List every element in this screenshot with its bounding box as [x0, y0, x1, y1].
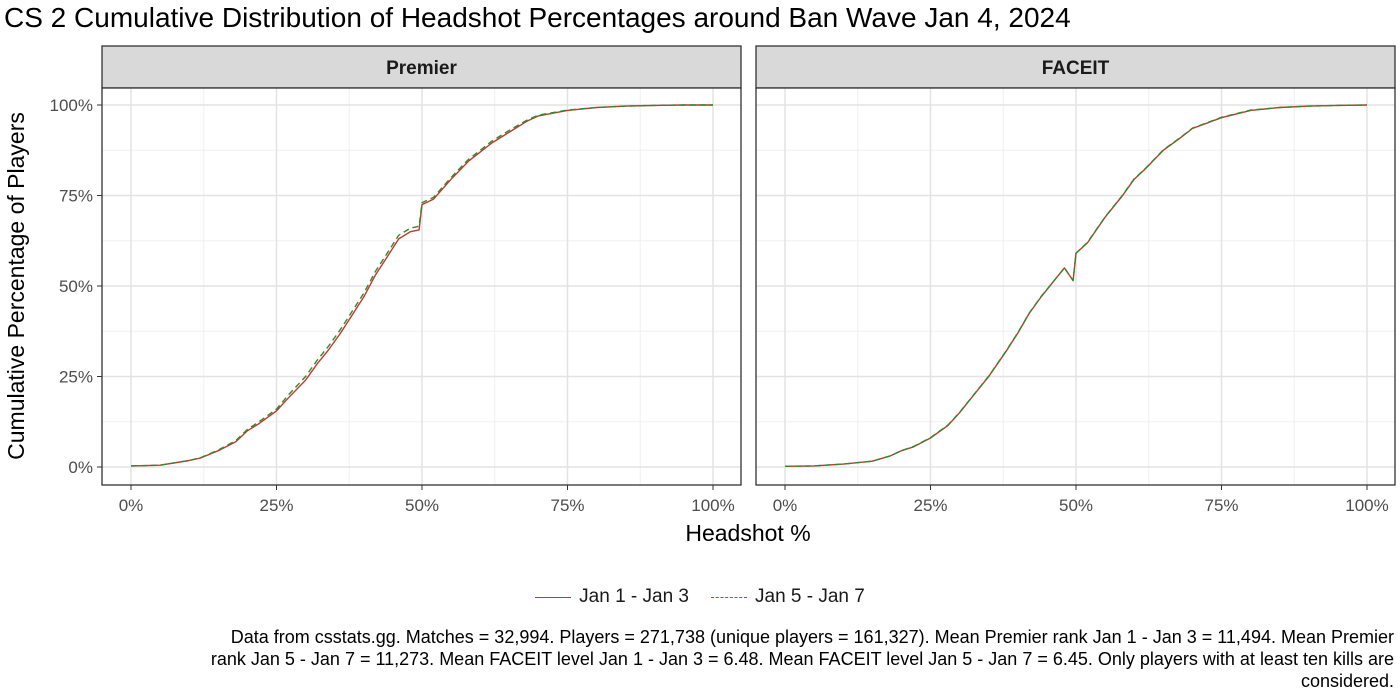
x-tick-label: 75% [1204, 496, 1238, 515]
panel-premier: Premier 0% 25% 50% 75% 100% 0% 25% 50% 75% 100% [50, 45, 742, 515]
chart-title: CS 2 Cumulative Distribution of Headshot… [4, 2, 1071, 33]
x-tick-label: 100% [1345, 496, 1388, 515]
x-axis-title: Headshot % [685, 520, 810, 546]
legend-item-jan1-jan3: Jan 1 - Jan 3 [535, 586, 689, 608]
legend-label: Jan 1 - Jan 3 [579, 586, 689, 607]
legend: Jan 1 - Jan 3 Jan 5 - Jan 7 [0, 584, 1400, 610]
x-tick-label: 0% [119, 496, 144, 515]
series-line-jan1-jan3 [130, 104, 713, 467]
legend-key-dashed [711, 596, 747, 598]
x-tick-label: 25% [913, 496, 947, 515]
strip-label: FACEIT [1042, 58, 1110, 79]
y-tick-label: 75% [59, 187, 93, 206]
strip-label: Premier [386, 58, 457, 79]
y-tick-label: 50% [59, 277, 93, 296]
strip-background [101, 45, 742, 89]
y-axis-title: Cumulative Percentage of Players [3, 112, 29, 460]
y-tick-label: 0% [68, 458, 93, 477]
panel-faceit: FACEIT 0% 25% 50% 75% 100% [755, 45, 1396, 515]
x-tick-label: 100% [691, 496, 734, 515]
x-tick-label: 50% [1059, 496, 1093, 515]
legend-label: Jan 5 - Jan 7 [755, 586, 865, 607]
series-line-jan5-jan7 [130, 104, 713, 467]
x-tick-label: 0% [773, 496, 798, 515]
legend-key-solid [535, 596, 572, 598]
x-tick-label: 50% [405, 496, 439, 515]
series-line-jan5-jan7 [784, 104, 1368, 467]
legend-item-jan5-jan7: Jan 5 - Jan 7 [711, 586, 865, 608]
x-tick-label: 25% [259, 496, 293, 515]
y-tick-label: 25% [59, 368, 93, 387]
y-tick-label: 100% [50, 96, 93, 115]
caption: Data from csstats.gg. Matches = 32,994. … [210, 627, 1394, 691]
x-tick-label: 75% [550, 496, 584, 515]
